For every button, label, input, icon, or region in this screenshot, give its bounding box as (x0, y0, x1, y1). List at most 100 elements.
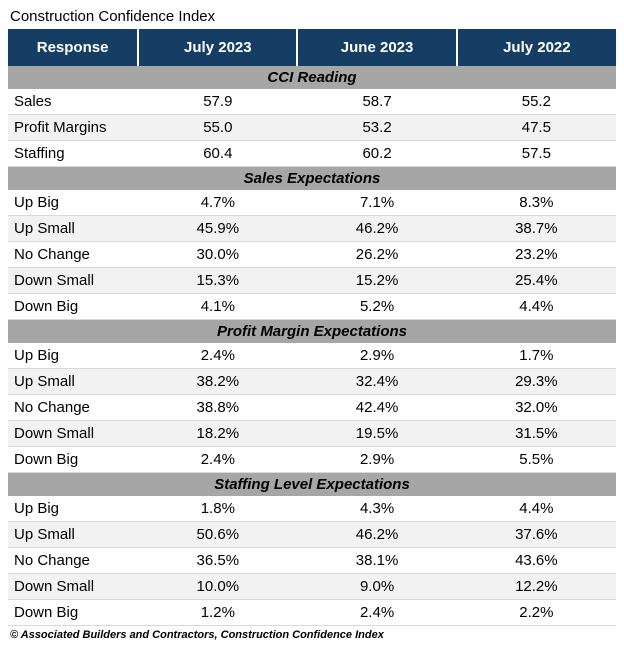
row-label: Down Small (8, 268, 138, 294)
footer-credit: © Associated Builders and Contractors, C… (8, 629, 616, 641)
cell-value: 2.4% (297, 600, 456, 626)
table-row: Up Big2.4%2.9%1.7% (8, 343, 616, 369)
cell-value: 53.2 (297, 115, 456, 141)
section-header: Sales Expectations (8, 167, 616, 191)
cell-value: 29.3% (457, 369, 616, 395)
cell-value: 4.4% (457, 294, 616, 320)
table-row: No Change36.5%38.1%43.6% (8, 548, 616, 574)
cell-value: 57.9 (138, 89, 297, 115)
row-label: Up Big (8, 496, 138, 522)
cell-value: 55.2 (457, 89, 616, 115)
cell-value: 1.7% (457, 343, 616, 369)
table-row: Up Big4.7%7.1%8.3% (8, 190, 616, 216)
cell-value: 12.2% (457, 574, 616, 600)
section-title: Staffing Level Expectations (8, 473, 616, 497)
table-row: Up Small38.2%32.4%29.3% (8, 369, 616, 395)
row-label: Down Small (8, 421, 138, 447)
cell-value: 38.7% (457, 216, 616, 242)
cell-value: 42.4% (297, 395, 456, 421)
cell-value: 18.2% (138, 421, 297, 447)
cell-value: 60.2 (297, 141, 456, 167)
cell-value: 43.6% (457, 548, 616, 574)
cell-value: 4.3% (297, 496, 456, 522)
table-row: Staffing60.460.257.5 (8, 141, 616, 167)
cell-value: 8.3% (457, 190, 616, 216)
cell-value: 36.5% (138, 548, 297, 574)
cell-value: 50.6% (138, 522, 297, 548)
cci-table: Response July 2023 June 2023 July 2022 C… (8, 29, 616, 626)
cell-value: 45.9% (138, 216, 297, 242)
cell-value: 15.2% (297, 268, 456, 294)
row-label: Up Small (8, 522, 138, 548)
cell-value: 5.2% (297, 294, 456, 320)
cell-value: 58.7 (297, 89, 456, 115)
section-title: Profit Margin Expectations (8, 320, 616, 344)
table-row: No Change30.0%26.2%23.2% (8, 242, 616, 268)
table-row: Down Big1.2%2.4%2.2% (8, 600, 616, 626)
page-title: Construction Confidence Index (8, 8, 616, 25)
row-label: Down Big (8, 294, 138, 320)
row-label: No Change (8, 242, 138, 268)
table-header-row: Response July 2023 June 2023 July 2022 (8, 29, 616, 66)
row-label: Sales (8, 89, 138, 115)
cell-value: 47.5 (457, 115, 616, 141)
cell-value: 23.2% (457, 242, 616, 268)
table-body: CCI ReadingSales57.958.755.2Profit Margi… (8, 66, 616, 626)
row-label: No Change (8, 395, 138, 421)
table-row: Down Small10.0%9.0%12.2% (8, 574, 616, 600)
row-label: Up Small (8, 369, 138, 395)
cell-value: 46.2% (297, 522, 456, 548)
col-header-jul2023: July 2023 (138, 29, 297, 66)
table-row: Sales57.958.755.2 (8, 89, 616, 115)
table-row: Down Big2.4%2.9%5.5% (8, 447, 616, 473)
table-row: No Change38.8%42.4%32.0% (8, 395, 616, 421)
section-title: Sales Expectations (8, 167, 616, 191)
cell-value: 55.0 (138, 115, 297, 141)
row-label: Down Small (8, 574, 138, 600)
row-label: Up Big (8, 190, 138, 216)
cell-value: 9.0% (297, 574, 456, 600)
cell-value: 25.4% (457, 268, 616, 294)
cell-value: 46.2% (297, 216, 456, 242)
row-label: Up Small (8, 216, 138, 242)
cell-value: 4.7% (138, 190, 297, 216)
cell-value: 4.1% (138, 294, 297, 320)
table-row: Up Big1.8%4.3%4.4% (8, 496, 616, 522)
table-row: Down Small15.3%15.2%25.4% (8, 268, 616, 294)
row-label: Down Big (8, 600, 138, 626)
row-label: Down Big (8, 447, 138, 473)
table-row: Profit Margins55.053.247.5 (8, 115, 616, 141)
cell-value: 30.0% (138, 242, 297, 268)
table-row: Up Small45.9%46.2%38.7% (8, 216, 616, 242)
cell-value: 15.3% (138, 268, 297, 294)
cell-value: 37.6% (457, 522, 616, 548)
col-header-jun2023: June 2023 (297, 29, 456, 66)
cell-value: 31.5% (457, 421, 616, 447)
cell-value: 1.8% (138, 496, 297, 522)
table-row: Down Big4.1%5.2%4.4% (8, 294, 616, 320)
col-header-response: Response (8, 29, 138, 66)
cell-value: 5.5% (457, 447, 616, 473)
cell-value: 38.2% (138, 369, 297, 395)
cell-value: 2.4% (138, 343, 297, 369)
section-title: CCI Reading (8, 66, 616, 89)
cell-value: 60.4 (138, 141, 297, 167)
cell-value: 19.5% (297, 421, 456, 447)
section-header: CCI Reading (8, 66, 616, 89)
section-header: Profit Margin Expectations (8, 320, 616, 344)
row-label: Up Big (8, 343, 138, 369)
cell-value: 2.9% (297, 447, 456, 473)
cell-value: 10.0% (138, 574, 297, 600)
table-row: Up Small50.6%46.2%37.6% (8, 522, 616, 548)
cell-value: 32.0% (457, 395, 616, 421)
row-label: Profit Margins (8, 115, 138, 141)
cell-value: 26.2% (297, 242, 456, 268)
col-header-jul2022: July 2022 (457, 29, 616, 66)
section-header: Staffing Level Expectations (8, 473, 616, 497)
table-row: Down Small18.2%19.5%31.5% (8, 421, 616, 447)
row-label: Staffing (8, 141, 138, 167)
cell-value: 2.4% (138, 447, 297, 473)
cell-value: 38.8% (138, 395, 297, 421)
cell-value: 2.9% (297, 343, 456, 369)
cell-value: 7.1% (297, 190, 456, 216)
